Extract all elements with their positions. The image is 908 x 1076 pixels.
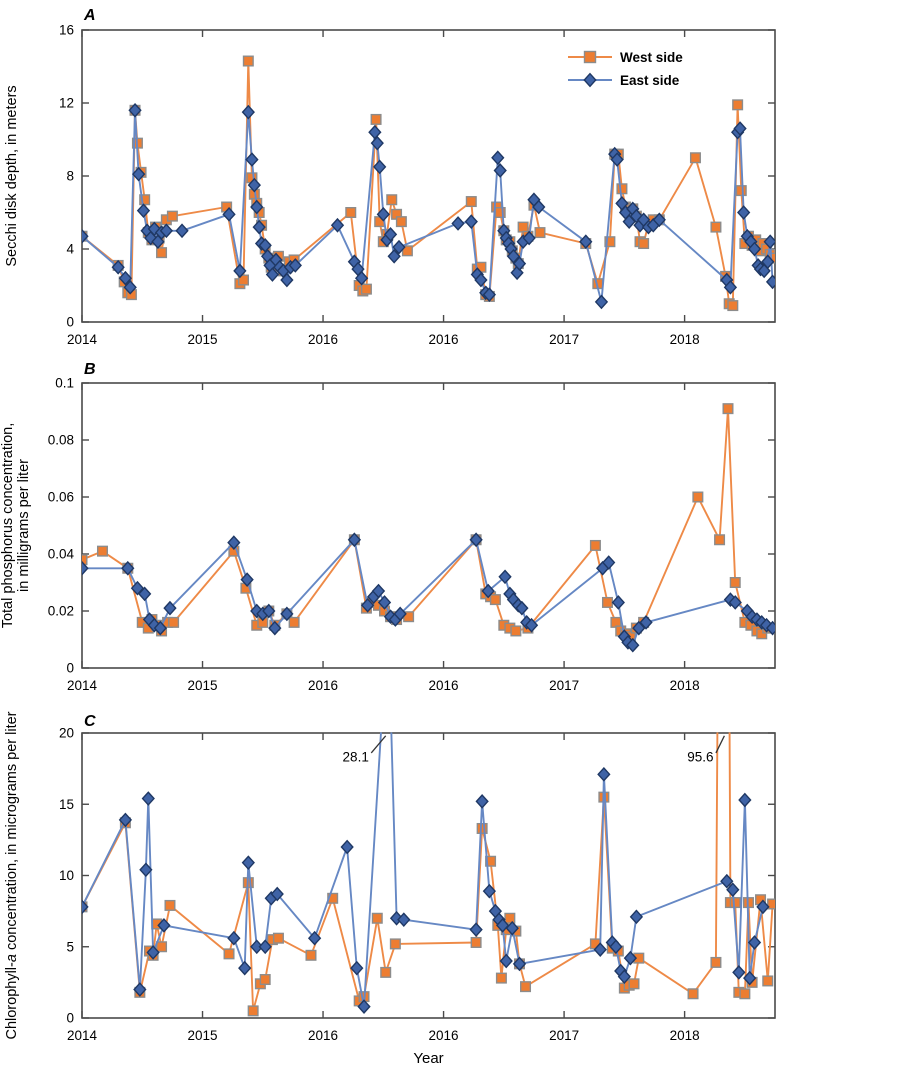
y-tick-label: 16 [59, 23, 74, 38]
legend-label: East side [620, 73, 680, 88]
x-tick-label: 2017 [549, 678, 579, 693]
y-axis-title: Secchi disk depth, in meters [4, 85, 20, 266]
panel-letter: B [84, 361, 96, 378]
series-west-line [82, 407, 773, 638]
annotation-leader-line [715, 735, 725, 754]
y-tick-label: 4 [66, 242, 74, 257]
x-tick-label: 2014 [67, 678, 98, 693]
chart-panel-a-secchi-depth: A 2014 2015 2016 2016 2017 2018 0 4 8 12 16 Secchi d… [4, 7, 776, 347]
y-tick-label: 0.1 [55, 376, 74, 391]
x-tick-label: 2016 [429, 332, 459, 347]
x-tick-label: 2015 [187, 1028, 217, 1043]
series-west [82, 55, 775, 312]
y-tick-label: 0 [66, 661, 74, 676]
panel-letter: C [84, 713, 96, 730]
annotation-28.1: 28.1 [343, 735, 387, 765]
x-tick-label: 2016 [429, 1028, 459, 1043]
annotation-label: 95.6 [687, 750, 713, 765]
y-tick-label: 12 [59, 96, 74, 111]
series-east-line [82, 109, 774, 303]
y-tick-label: 20 [59, 726, 74, 741]
legend-item-east: East side [568, 72, 680, 88]
x-tick-label: 2016 [429, 678, 459, 693]
series-east-line [82, 538, 774, 647]
annotation-label: 28.1 [343, 750, 369, 765]
x-tick-label: 2015 [187, 332, 217, 347]
y-tick-label: 0.04 [48, 547, 75, 562]
series-east [82, 532, 775, 653]
series-east [82, 732, 770, 1014]
x-tick-label: 2017 [549, 1028, 579, 1043]
axis-ticks [81, 382, 775, 669]
y-tick-label: 0.06 [48, 490, 74, 505]
x-tick-label: 2016 [308, 332, 338, 347]
axis-ticks [81, 732, 775, 1019]
y-tick-label: 8 [66, 169, 74, 184]
annotation-95.6: 95.6 [687, 735, 725, 765]
series-west-markers [82, 791, 775, 1017]
legend: West side East side [568, 50, 683, 88]
x-tick-label: 2016 [308, 678, 338, 693]
y-tick-label: 10 [59, 868, 74, 883]
x-tick-label: 2014 [67, 332, 98, 347]
series-east-line [82, 732, 764, 1008]
chart-panel-c-chlorophyll-a: C 2014 2015 2016 2016 2017 2018 0 5 10 15 20 Chlorop… [4, 711, 776, 1043]
x-axis-title: Year [413, 1050, 444, 1067]
series-west [82, 732, 775, 1017]
x-tick-label: 2018 [670, 1028, 700, 1043]
x-tick-label: 2016 [308, 1028, 338, 1043]
x-tick-label: 2015 [187, 678, 217, 693]
panel-letter: A [83, 7, 96, 24]
plot-frame [81, 382, 776, 669]
x-tick-label: 2014 [67, 1028, 98, 1043]
axis-ticks [81, 29, 775, 323]
series-west [82, 403, 775, 643]
legend-label: West side [620, 50, 683, 65]
series-east-markers [82, 532, 775, 653]
x-tick-label: 2018 [670, 678, 700, 693]
legend-marker-diamond [583, 72, 597, 88]
chart-panel-b-total-phosphorus: B 2014 2015 2016 2016 2017 2018 0 0.02 0.04 0.06 0.… [0, 361, 776, 693]
series-east-markers [82, 766, 770, 1014]
y-tick-label: 0 [66, 315, 74, 330]
series-east-markers [82, 102, 775, 310]
legend-item-west: West side [568, 50, 683, 65]
plot-frame [81, 732, 776, 1019]
series-west-markers [82, 403, 775, 643]
annotation-leader-line [370, 735, 387, 754]
series-east [82, 102, 775, 310]
y-tick-label: 0.02 [48, 604, 74, 619]
y-tick-label: 15 [59, 797, 74, 812]
legend-marker-square [583, 50, 597, 64]
series-west-markers [82, 55, 775, 312]
series-west-line [82, 732, 774, 1012]
y-axis-title: Total phosphorus concentration, [0, 423, 16, 629]
y-axis-title: Chlorophyll-a concentration, in microgra… [4, 711, 20, 1039]
y-axis-title: in milligrams per liter [16, 459, 32, 592]
x-tick-label: 2018 [670, 332, 700, 347]
y-tick-label: 0.08 [48, 433, 74, 448]
x-tick-label: 2017 [549, 332, 579, 347]
y-tick-label: 5 [66, 939, 74, 954]
series-west-line [82, 60, 774, 307]
y-tick-label: 0 [66, 1011, 74, 1026]
